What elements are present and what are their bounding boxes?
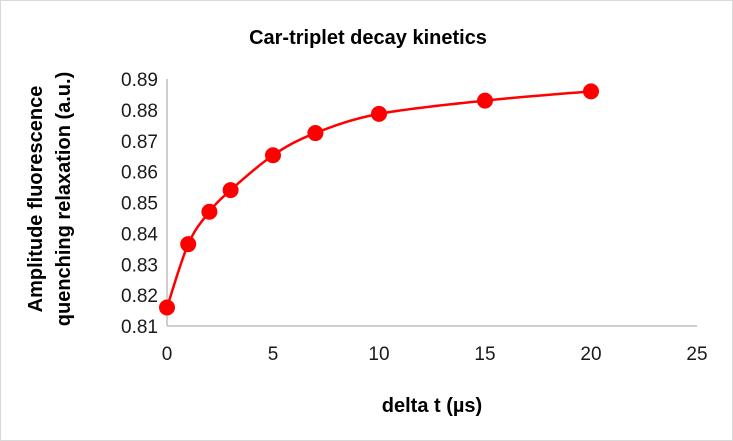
data-point — [180, 236, 197, 253]
y-tick-label: 0.89 — [121, 70, 158, 91]
y-tick-label: 0.85 — [121, 194, 158, 215]
x-tick-label: 5 — [268, 344, 279, 365]
chart-title: Car-triplet decay kinetics — [249, 27, 487, 49]
data-point — [222, 182, 239, 199]
y-axis-title-line-2: quenching relaxation (a.u.) — [53, 72, 75, 326]
y-tick-label: 0.83 — [121, 255, 158, 276]
data-point — [159, 299, 175, 316]
y-tick-label: 0.87 — [121, 132, 158, 153]
x-tick-label: 15 — [474, 344, 495, 365]
x-tick-label: 25 — [686, 344, 707, 365]
data-point — [477, 92, 493, 109]
data-point — [307, 125, 324, 142]
y-tick-label: 0.82 — [121, 286, 158, 307]
y-tick-label: 0.84 — [121, 224, 158, 245]
x-tick-labels: 0 5 10 15 20 25 — [162, 344, 708, 365]
data-point — [371, 105, 387, 122]
y-axis-title: Amplitude fluorescence quenching relaxat… — [25, 72, 75, 326]
x-tick-label: 10 — [368, 344, 389, 365]
data-point — [201, 203, 218, 220]
y-tick-label: 0.86 — [121, 163, 158, 184]
data-point — [265, 147, 281, 164]
y-axis-title-line-1: Amplitude fluorescence — [25, 86, 47, 313]
y-tick-label: 0.81 — [121, 317, 158, 338]
x-tick-label: 0 — [162, 344, 173, 365]
data-point — [583, 83, 599, 100]
x-tick-label: 20 — [580, 344, 601, 365]
y-tick-labels: 0.81 0.82 0.83 0.84 0.85 0.86 0.87 0.88 0.89 — [121, 70, 158, 338]
plot-area — [159, 83, 599, 316]
series-line — [165, 90, 592, 308]
x-axis-title: delta t (µs) — [382, 395, 482, 417]
y-tick-label: 0.88 — [121, 101, 158, 122]
